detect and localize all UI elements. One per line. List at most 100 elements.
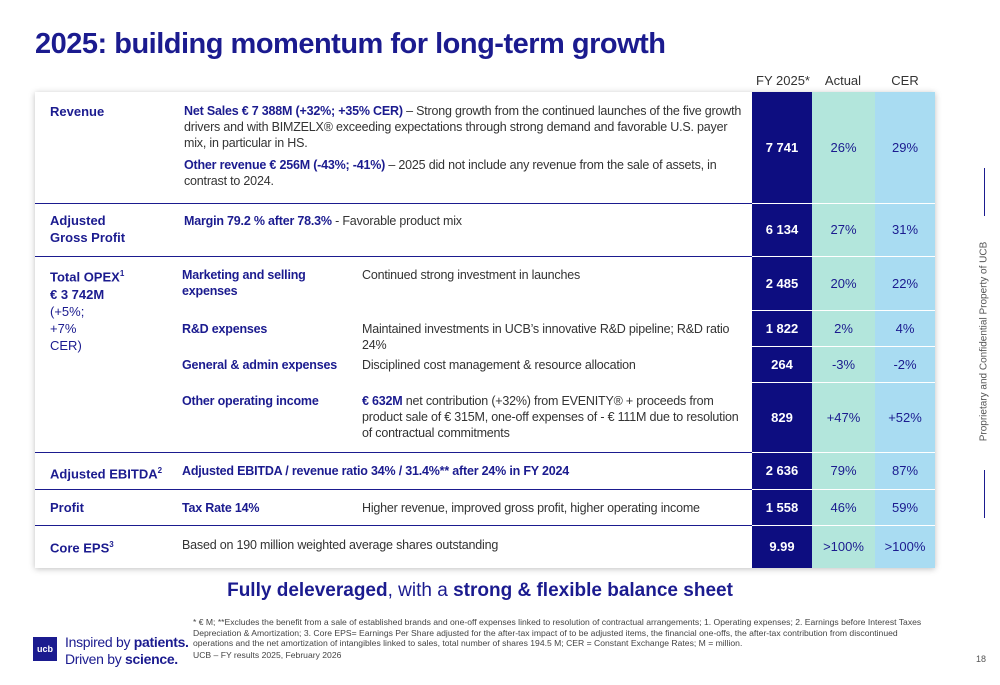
cer-value: 87% [891, 463, 919, 478]
tagline-text: Inspired by [65, 634, 131, 650]
row-label: Total OPEX1 [50, 265, 124, 285]
desc-bold: € 632M [362, 394, 403, 408]
description: Margin 79.2 % after 78.3% - Favorable pr… [184, 213, 744, 229]
tagline-text: Driven by [65, 651, 122, 667]
item-name: General & admin expenses [182, 358, 337, 372]
row-rule [35, 256, 752, 257]
fy-value: 6 134 [765, 222, 799, 237]
desc-text: – 2025 did not include any revenue from … [184, 158, 717, 188]
cell-divider [875, 346, 935, 347]
actual-value: 79% [830, 463, 857, 478]
item-name: Other operating income [182, 394, 319, 408]
row-rule [35, 489, 752, 490]
side-text: Proprietary and Confidential Property of… [978, 241, 990, 442]
side-rule [984, 470, 985, 518]
fy-value: 1 558 [765, 499, 799, 515]
row-rule [35, 525, 752, 526]
cell-divider [752, 452, 812, 453]
cell-divider [875, 382, 935, 383]
desc-text: – Strong growth from the continued launc… [184, 104, 742, 150]
row-rule [35, 452, 752, 453]
cell-divider [812, 203, 875, 204]
cell-divider [875, 203, 935, 204]
cell-divider [812, 452, 875, 453]
description: Adjusted EBITDA / revenue ratio 34% / 31… [182, 464, 569, 478]
actual-column [812, 92, 875, 568]
actual-value: 27% [830, 222, 857, 237]
footnote: * € M; **Excludes the benefit from a sal… [193, 617, 922, 648]
item-desc: € 632M net contribution (+32%) from EVEN… [362, 393, 747, 441]
highlight: Fully deleveraged, with a strong & flexi… [0, 580, 960, 602]
row-label: Profit [50, 500, 84, 515]
label-text: Core EPS [50, 540, 110, 556]
cer-column [875, 92, 935, 568]
cell-divider [812, 489, 875, 490]
cell-divider [752, 525, 812, 526]
cer-value: 4% [895, 320, 915, 336]
label-text: Adjusted EBITDA [50, 466, 158, 482]
cell-divider [752, 489, 812, 490]
actual-value: 20% [830, 275, 857, 291]
cell-divider [812, 346, 875, 347]
cell-divider [812, 310, 875, 311]
tagline-bold: science. [125, 651, 178, 667]
cell-divider [812, 256, 875, 257]
cell-divider [875, 256, 935, 257]
row-rule [35, 203, 752, 204]
page-number: 18 [976, 654, 987, 664]
actual-value: 46% [830, 499, 857, 515]
cell-divider [875, 525, 935, 526]
cell-divider [752, 203, 812, 204]
item-desc: Disciplined cost management & resource a… [362, 358, 636, 372]
item-name: Marketing and selling expenses [182, 268, 306, 298]
actual-value: 26% [830, 140, 857, 155]
cer-value: 29% [891, 140, 919, 155]
description: Based on 190 million weighted average sh… [182, 538, 499, 552]
source: UCB – FY results 2025, February 2026 [193, 650, 342, 660]
cell-divider [875, 310, 935, 311]
column-header: CER [891, 73, 919, 88]
highlight-bold: strong & flexible balance sheet [453, 580, 733, 601]
cell-divider [875, 452, 935, 453]
opex-amount: € 3 742M [50, 287, 105, 302]
tagline-line: Inspired by patients. [65, 634, 189, 651]
fy-value: 829 [771, 409, 793, 425]
desc-text: - Favorable product mix [335, 214, 462, 228]
logo-mark: ucb [33, 637, 57, 661]
item-name: Tax Rate 14% [182, 501, 260, 515]
desc-text: net contribution (+32%) from EVENITY® + … [362, 394, 739, 440]
opex-change: (+5%; +7% CER) [50, 304, 85, 353]
actual-value: 2% [834, 320, 853, 336]
description: Net Sales € 7 388M (+32%; +35% CER) – St… [184, 103, 744, 151]
row-label: Core EPS3 [50, 536, 114, 556]
label-sup: 3 [109, 540, 114, 549]
fy-value: 7 741 [765, 140, 799, 155]
fy-column [752, 92, 812, 568]
actual-value: >100% [823, 539, 864, 554]
fy-value: 9.99 [769, 539, 795, 554]
item-desc: Maintained investments in UCB’s innovati… [362, 322, 730, 352]
cell-divider [812, 382, 875, 383]
column-header: Actual [824, 73, 862, 88]
desc-bold: Net Sales € 7 388M (+32%; +35% CER) [184, 104, 403, 118]
desc-bold: Other revenue € 256M (-43%; -41%) [184, 158, 386, 172]
row-label: Adjusted EBITDA2 [50, 462, 162, 482]
description: Higher revenue, improved gross profit, h… [362, 501, 700, 515]
item-desc: Continued strong investment in launches [362, 268, 581, 282]
cell-divider [875, 489, 935, 490]
cer-value: 31% [891, 222, 919, 237]
cer-value: +52% [888, 409, 922, 425]
cell-divider [752, 310, 812, 311]
desc-bold: Margin 79.2 % after 78.3% [184, 214, 332, 228]
highlight-bold: Fully deleveraged [227, 580, 388, 601]
column-header: FY 2025* [756, 73, 810, 88]
side-rule [984, 168, 985, 216]
row-label: Revenue [50, 104, 105, 119]
fy-value: 1 822 [765, 320, 799, 336]
actual-value: +47% [826, 409, 861, 425]
cer-value: 59% [891, 499, 919, 515]
actual-value: -3% [831, 356, 856, 372]
tagline-bold: patients. [133, 634, 189, 650]
cer-value: -2% [893, 356, 917, 372]
